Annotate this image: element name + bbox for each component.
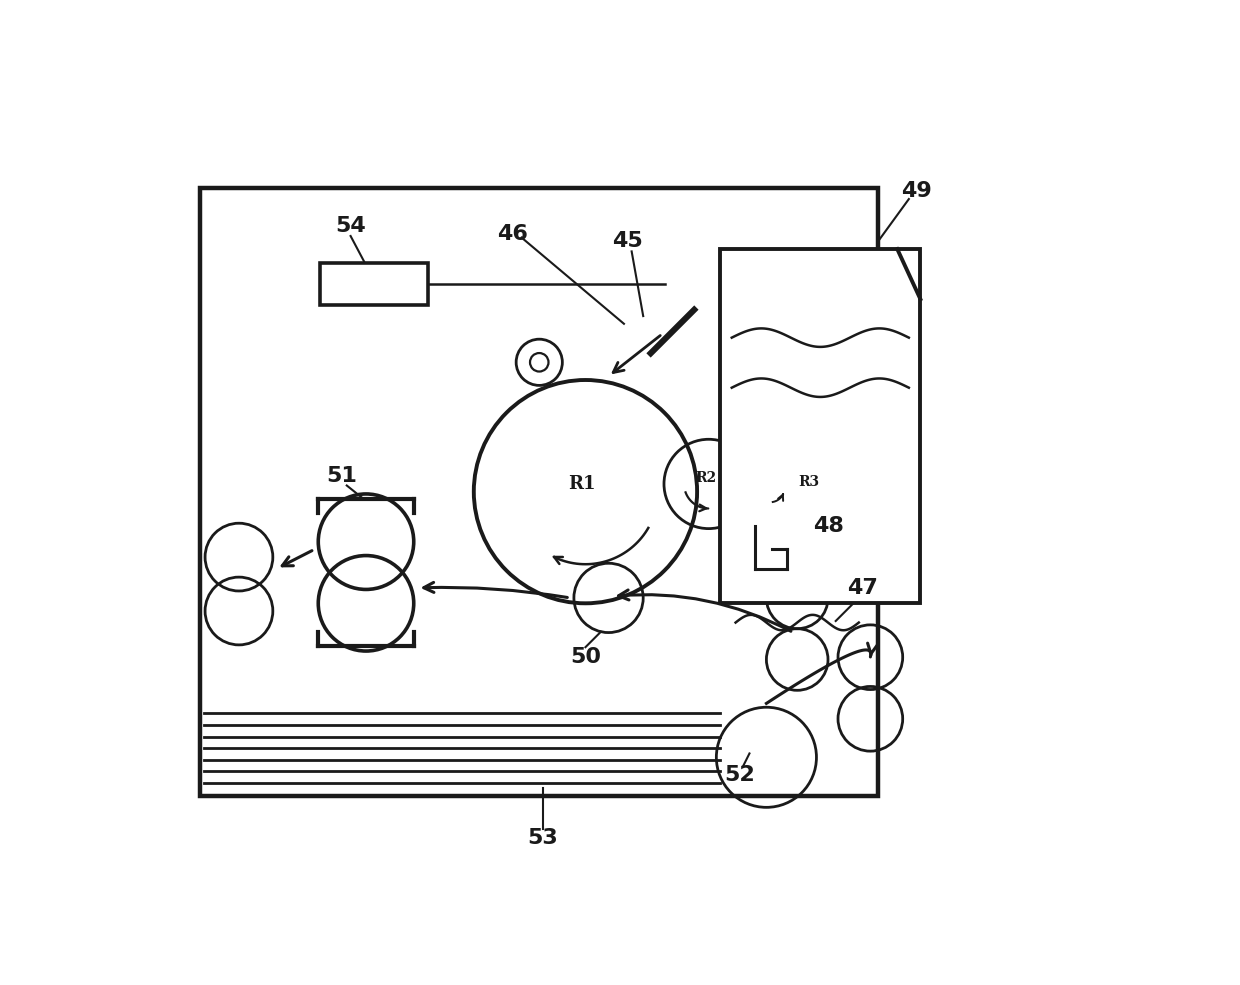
Text: R2: R2: [694, 471, 717, 485]
Bar: [201, 187, 878, 796]
Text: 53: 53: [528, 828, 558, 848]
Text: 49: 49: [901, 181, 932, 201]
Text: 51: 51: [326, 466, 357, 487]
Text: 45: 45: [613, 231, 644, 251]
Text: 46: 46: [497, 224, 528, 243]
Text: 48: 48: [812, 516, 843, 536]
Text: 54: 54: [335, 216, 366, 236]
Text: 50: 50: [570, 647, 601, 667]
Text: 47: 47: [847, 578, 878, 598]
Text: R1: R1: [568, 475, 595, 492]
Text: R3: R3: [799, 475, 820, 489]
Bar: [320, 263, 428, 305]
Bar: [720, 249, 920, 603]
Text: 52: 52: [724, 765, 755, 785]
